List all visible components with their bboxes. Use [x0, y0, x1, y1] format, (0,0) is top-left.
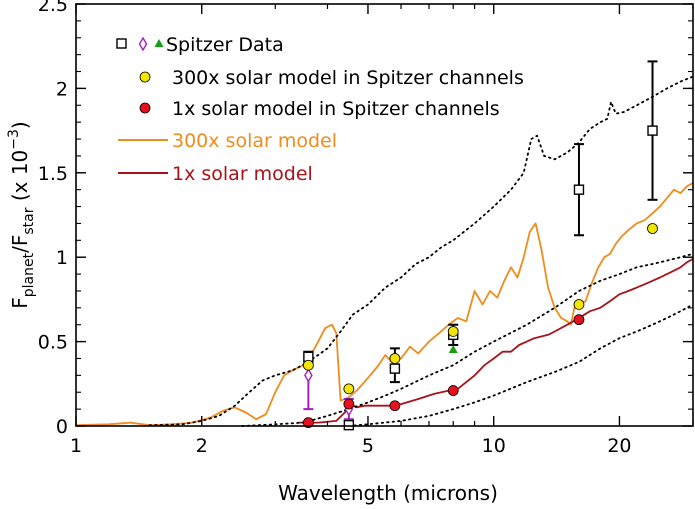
y-tick-label: 1.5 [38, 163, 68, 185]
y-tick-label: 0 [56, 416, 68, 438]
model-1x-channel-point [389, 400, 401, 412]
model-1x-channel-point [447, 385, 459, 396]
y-tick-label: 0.5 [38, 332, 68, 354]
model-300x-channel-point [389, 353, 401, 364]
legend-label: 300x solar model in Spitzer channels [172, 67, 524, 89]
data-markers [302, 60, 658, 431]
x-tick-label: 20 [607, 435, 631, 457]
x-tick-label: 5 [362, 435, 374, 457]
legend-diamond-icon [138, 36, 148, 52]
model-300x-channel-point [302, 359, 314, 371]
1x-solar-model-curve [297, 258, 694, 424]
legend-label: 1x solar model [172, 163, 313, 185]
legend-dot-icon [139, 71, 151, 83]
y-tick-label: 2.5 [38, 0, 68, 16]
model-300x-channel-point [447, 326, 459, 337]
legend-label: 300x solar model [172, 130, 337, 152]
x-tick-label: 2 [196, 435, 208, 457]
model-1x-channel-point [573, 314, 585, 326]
legend-label: 1x solar model in Spitzer channels [172, 98, 500, 120]
model-300x-channel-point [647, 223, 658, 234]
model-1x-channel-point [302, 417, 314, 429]
x-axis-label: Wavelength (microns) [278, 481, 498, 505]
spitzer-point [343, 419, 355, 431]
plot-frame [75, 3, 694, 427]
legend-triangle-icon [154, 39, 164, 47]
spitzer-point [647, 125, 658, 136]
y-axis-label-close: ) [8, 121, 32, 129]
legend-square-icon [116, 38, 127, 49]
y-axis-label-exp: −3 [6, 129, 22, 150]
triangle-point [448, 345, 458, 354]
y-axis-label-unit: (x 10 [8, 150, 32, 208]
model-300x-channel-point [343, 383, 355, 395]
y-axis-label-star: star [21, 207, 37, 234]
spitzer-point [573, 184, 585, 195]
y-axis-label-planet: planet [21, 252, 37, 297]
y-axis-label: Fplanet/Fstar (x 10−3) [6, 121, 37, 309]
dotted-lower-envelope [347, 303, 694, 427]
300x-solar-model-curve [75, 182, 694, 427]
y-axis-label-f: F [8, 297, 32, 309]
legend: Spitzer Data 300x solar model in Spitzer … [116, 34, 524, 185]
model-curves [75, 75, 694, 427]
x-tick-label: 10 [482, 435, 506, 457]
x-tick-label: 1 [70, 435, 82, 457]
y-tick-label: 2 [56, 78, 68, 100]
legend-label: Spitzer Data [166, 34, 284, 56]
legend-dot-icon [139, 102, 151, 114]
y-tick-label: 1 [56, 247, 68, 269]
model-300x-channel-point [573, 299, 585, 310]
diamond-point [304, 367, 313, 383]
dotted-upper-envelope [148, 75, 694, 427]
model-1x-channel-point [343, 398, 355, 410]
y-axis-label-slash: /F [8, 235, 32, 253]
spitzer-point [389, 363, 401, 374]
dotted-middle-envelope [241, 252, 694, 427]
